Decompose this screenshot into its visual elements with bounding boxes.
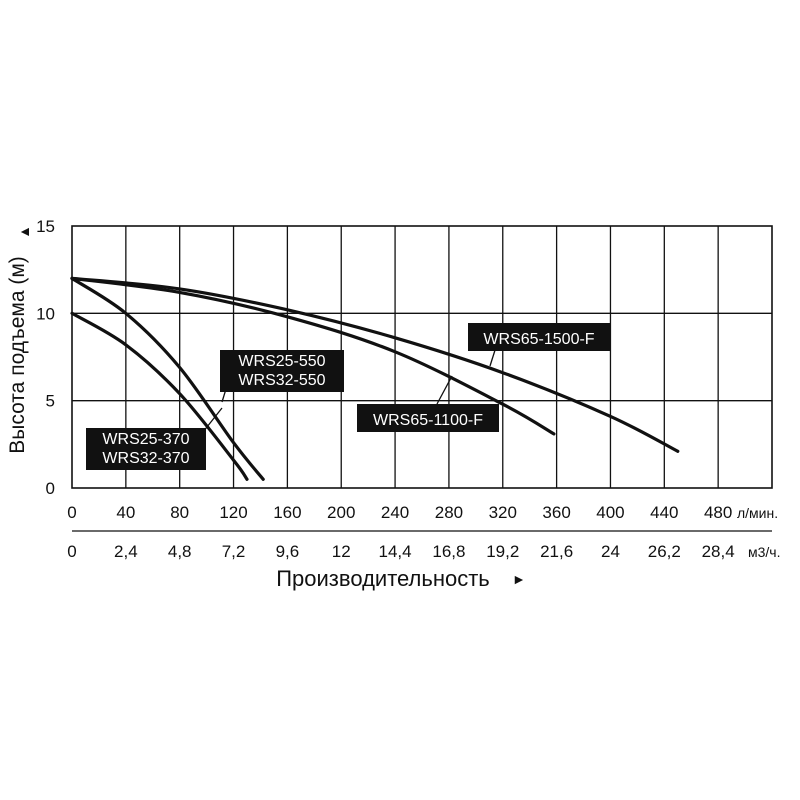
label-text: WRS25-550 xyxy=(238,353,325,370)
label-box xyxy=(468,323,610,351)
label-text: WRS65-1500-F xyxy=(483,331,594,348)
y-tick-label: 10 xyxy=(36,304,55,323)
y-tick-label: 5 xyxy=(46,392,55,411)
series-curve-wrs550 xyxy=(70,276,265,481)
x-tick-label-lpm: 440 xyxy=(650,503,678,522)
label-box xyxy=(86,428,206,470)
chart-grid xyxy=(71,225,773,532)
label-leader-line xyxy=(202,407,223,433)
x-tick-label-lpm: 400 xyxy=(596,503,624,522)
x-tick-label-m3h: 21,6 xyxy=(540,542,573,561)
x-tick-label-m3h: 16,8 xyxy=(432,542,465,561)
x-tick-label-lpm: 160 xyxy=(273,503,301,522)
x-tick-label-m3h: 7,2 xyxy=(222,542,246,561)
x-tick-label-m3h: 12 xyxy=(332,542,351,561)
x-tick-label-m3h: 28,4 xyxy=(702,542,735,561)
label-text: WRS32-550 xyxy=(238,372,325,389)
label-text: WRS65-1100-F xyxy=(373,412,483,429)
x-tick-label-lpm: 480 xyxy=(704,503,732,522)
y-axis-title: Высота подъема (м) xyxy=(6,256,29,454)
x-unit-lpm: л/мин. xyxy=(737,505,778,521)
series-label-wrs550: WRS25-550 WRS32-550 xyxy=(220,350,344,403)
label-text: WRS25-370 xyxy=(102,431,189,448)
x-tick-label-lpm: 320 xyxy=(489,503,517,522)
series-curve-wrs65-1100 xyxy=(70,276,556,436)
label-box xyxy=(357,404,499,432)
x-tick-label-lpm: 240 xyxy=(381,503,409,522)
x-tick-label-m3h: 2,4 xyxy=(114,542,138,561)
label-box xyxy=(220,350,344,392)
y-axis-arrow: ▲ xyxy=(16,225,32,239)
x-tick-label-lpm: 120 xyxy=(219,503,247,522)
series-label-wrs65-1100: WRS65-1100-F xyxy=(357,375,499,432)
x-tick-label-lpm: 280 xyxy=(435,503,463,522)
x-tick-label-m3h: 24 xyxy=(601,542,620,561)
x-tick-label-m3h: 0 xyxy=(67,542,76,561)
x-tick-label-lpm: 0 xyxy=(67,503,76,522)
x-unit-m3h: м3/ч. xyxy=(748,544,780,560)
y-tick-label: 15 xyxy=(36,217,55,236)
series-labels: WRS25-370 WRS32-370 WRS25-550 WRS32-550 WRS6… xyxy=(86,323,610,470)
y-arrow-icon: ▲ xyxy=(16,225,32,239)
label-text: WRS32-370 xyxy=(102,450,189,467)
series-curve-wrs65-1500 xyxy=(70,276,680,453)
x-tick-label-lpm: 40 xyxy=(116,503,135,522)
y-axis-label: Высота подъема (м) xyxy=(6,256,29,454)
label-leader-line xyxy=(436,375,453,405)
x-tick-label-lpm: 360 xyxy=(542,503,570,522)
x-arrow-icon: ► xyxy=(512,571,526,587)
x-tick-label-m3h: 19,2 xyxy=(486,542,519,561)
series-label-wrs370: WRS25-370 WRS32-370 xyxy=(86,407,223,470)
x-axis-label: Производительность xyxy=(276,566,490,591)
series-curve-wrs370 xyxy=(70,311,249,481)
x-tick-label-m3h: 4,8 xyxy=(168,542,192,561)
x-tick-label-m3h: 9,6 xyxy=(276,542,300,561)
series-label-wrs65-1500: WRS65-1500-F xyxy=(468,323,610,367)
series-curves xyxy=(70,276,680,481)
x-tick-label-lpm: 80 xyxy=(170,503,189,522)
x-tick-label-lpm: 200 xyxy=(327,503,355,522)
y-tick-label: 0 xyxy=(46,479,55,498)
x-tick-label-m3h: 14,4 xyxy=(379,542,412,561)
plot-frame xyxy=(71,225,773,489)
x-tick-label-m3h: 26,2 xyxy=(648,542,681,561)
